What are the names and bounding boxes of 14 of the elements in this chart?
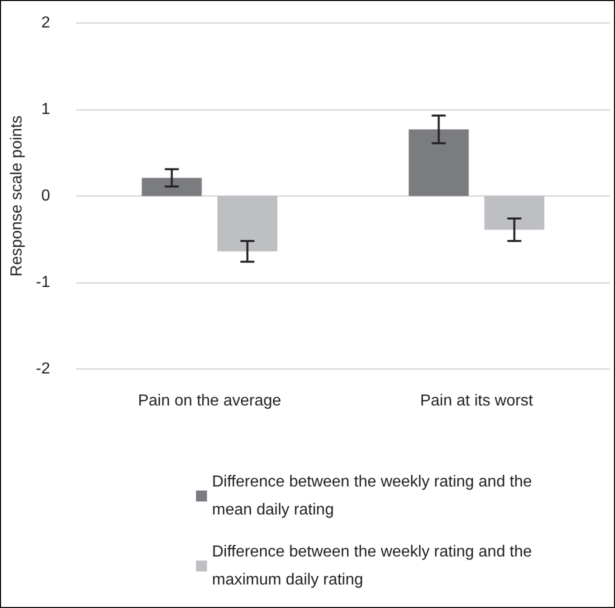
y-tick-label: 1 bbox=[41, 101, 50, 118]
x-tick-label: Pain at its worst bbox=[420, 392, 534, 410]
bar bbox=[217, 196, 278, 252]
y-axis-title: Response scale points bbox=[8, 116, 26, 276]
y-tick-label: -1 bbox=[36, 274, 50, 291]
legend-label: Difference between the weekly rating and the maximum daily rating bbox=[212, 544, 536, 588]
x-tick-label: Pain on the average bbox=[138, 392, 282, 410]
y-tick-label: 0 bbox=[41, 188, 50, 204]
y-tick-label: 2 bbox=[41, 14, 50, 32]
bar bbox=[142, 178, 202, 196]
bar bbox=[484, 196, 544, 230]
bar bbox=[408, 129, 469, 196]
legend-label: Difference between the weekly rating and the mean daily rating bbox=[212, 474, 536, 518]
y-tick-label: -2 bbox=[36, 360, 50, 378]
